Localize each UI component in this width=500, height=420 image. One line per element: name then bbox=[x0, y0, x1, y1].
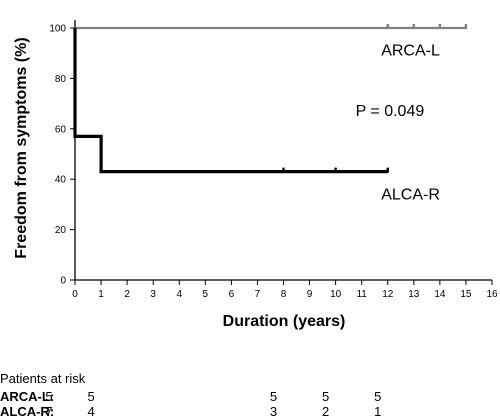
x-tick-label: 7 bbox=[255, 289, 261, 300]
series-layer bbox=[73, 24, 468, 174]
annotation-label: P = 0.049 bbox=[356, 103, 425, 120]
risk-value: 3 bbox=[269, 404, 278, 419]
y-tick-label: 100 bbox=[49, 24, 66, 35]
y-tick-label: 20 bbox=[55, 225, 67, 236]
x-tick-label: 16 bbox=[486, 289, 498, 300]
x-tick-label: 0 bbox=[72, 289, 78, 300]
risk-row-label: ALCA-R: bbox=[0, 404, 55, 419]
x-tick-label: 6 bbox=[229, 289, 235, 300]
risk-row-arca-l: ARCA-L: 5 5 5 5 5 bbox=[0, 389, 500, 405]
x-tick-label: 9 bbox=[307, 289, 313, 300]
risk-value: 2 bbox=[322, 404, 330, 419]
risk-value: 5 bbox=[87, 389, 95, 404]
y-tick-label: 0 bbox=[60, 276, 66, 287]
y-tick-label: 80 bbox=[55, 74, 67, 85]
x-tick-label: 11 bbox=[356, 289, 367, 300]
y-axis-label: Freedom from symptoms (%) bbox=[13, 37, 30, 258]
annotations-layer: ARCA-L P = 0.049 ALCA-R bbox=[356, 43, 440, 204]
risk-row-alca-r: ALCA-R: 7 4 3 2 1 bbox=[0, 404, 500, 420]
x-tick-label: 8 bbox=[281, 289, 287, 300]
risk-value: 1 bbox=[374, 404, 382, 419]
x-tick-label: 14 bbox=[434, 289, 446, 300]
y-tick-label: 40 bbox=[55, 175, 67, 186]
x-tick-label: 10 bbox=[330, 289, 342, 300]
y-tick-label: 60 bbox=[55, 124, 67, 135]
x-tick-label: 4 bbox=[176, 289, 182, 300]
x-tick-label: 15 bbox=[460, 289, 472, 300]
risk-table-title: Patients at risk bbox=[0, 371, 86, 386]
x-tick-label: 3 bbox=[150, 289, 156, 300]
risk-value: 5 bbox=[269, 389, 278, 404]
x-axis-label: Duration (years) bbox=[223, 313, 346, 330]
series-line-alca-r bbox=[73, 28, 388, 174]
risk-value: 5 bbox=[45, 389, 53, 404]
x-tick-label: 2 bbox=[124, 289, 130, 300]
x-tick-label: 13 bbox=[408, 289, 420, 300]
risk-row-label: ARCA-L: bbox=[0, 389, 55, 404]
annotation-label: ARCA-L bbox=[381, 43, 440, 60]
x-tick-label: 12 bbox=[382, 289, 394, 300]
risk-value: 7 bbox=[45, 404, 53, 419]
annotation-label: ALCA-R bbox=[381, 186, 440, 203]
risk-value: 5 bbox=[374, 389, 382, 404]
x-tick-label: 1 bbox=[98, 289, 104, 300]
risk-value: 5 bbox=[322, 389, 330, 404]
x-tick-label: 5 bbox=[203, 289, 209, 300]
risk-value: 4 bbox=[87, 404, 95, 419]
